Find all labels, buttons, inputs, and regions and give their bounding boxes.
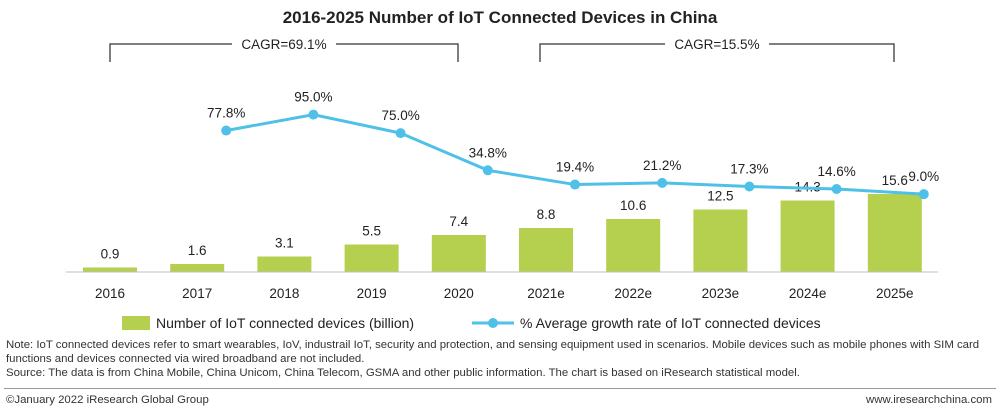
cagr-brackets: CAGR=69.1% CAGR=15.5% [109, 37, 895, 62]
cagr-bracket-1 [109, 43, 459, 62]
x-tick-2016: 2016 [95, 286, 125, 301]
x-tick-2019: 2019 [357, 286, 387, 301]
legend: Number of IoT connected devices (billion… [122, 315, 821, 331]
growth-point-2017 [221, 125, 232, 136]
legend-swatch-bars [122, 316, 150, 330]
x-tick-2020: 2020 [444, 286, 474, 301]
bar-label-2025e: 15.6 [882, 173, 908, 188]
bar-series [83, 194, 922, 272]
growth-label-2019: 75.0% [381, 108, 419, 123]
footer-copyright: ©January 2022 iResearch Global Group [6, 394, 209, 406]
notes-block: Note: IoT connected devices refer to sma… [6, 338, 991, 380]
cagr-label-1: CAGR=69.1% [241, 37, 326, 52]
x-tick-2025e: 2025e [876, 286, 914, 301]
bar-2023e [693, 209, 748, 272]
growth-rate-series [221, 109, 929, 200]
bar-2018 [257, 256, 312, 272]
x-tick-2017: 2017 [182, 286, 212, 301]
growth-label-2021e: 19.4% [556, 160, 594, 175]
cagr-label-2: CAGR=15.5% [674, 37, 759, 52]
x-tick-2024e: 2024e [789, 286, 827, 301]
x-tick-2023e: 2023e [702, 286, 740, 301]
bar-label-2019: 5.5 [362, 224, 381, 239]
x-tick-2022e: 2022e [614, 286, 652, 301]
growth-point-2019 [395, 128, 406, 139]
bar-2020 [431, 235, 486, 272]
bar-2024e [780, 200, 835, 272]
bar-label-2016: 0.9 [101, 247, 120, 262]
bar-label-2022e: 10.6 [620, 198, 646, 213]
growth-point-2023e [744, 181, 755, 192]
bar-2016 [83, 267, 137, 272]
legend-swatch-marker [488, 318, 498, 328]
growth-point-2020 [482, 165, 493, 176]
growth-label-2025e: 9.0% [908, 169, 939, 184]
growth-label-2022e: 21.2% [643, 158, 681, 173]
growth-point-2024e [831, 183, 842, 194]
growth-label-2023e: 17.3% [730, 161, 768, 176]
bar-2025e [867, 194, 922, 272]
x-tick-2021e: 2021e [527, 286, 565, 301]
bar-2019 [344, 244, 399, 272]
growth-label-2020: 34.8% [469, 145, 507, 160]
bar-2022e [606, 219, 661, 272]
footer-divider [4, 388, 996, 389]
growth-label-2018: 95.0% [294, 90, 332, 105]
source-text: Source: The data is from China Mobile, C… [6, 367, 800, 379]
legend-label-bars: Number of IoT connected devices (billion… [156, 315, 414, 331]
growth-point-2021e [570, 179, 580, 190]
bar-label-2023e: 12.5 [707, 189, 733, 204]
x-tick-labels: 2016 2017 2018 2019 2020 2021e 2022e 2023e 2024e… [95, 286, 914, 301]
growth-rate-labels: 77.8% 95.0% 75.0% 34.8% 19.4% 21.2% 17.3% 14.6%… [207, 90, 939, 185]
chart-title: 2016-2025 Number of IoT Connected Device… [283, 8, 718, 27]
legend-label-line: % Average growth rate of IoT connected d… [520, 315, 821, 331]
growth-label-2017: 77.8% [207, 106, 245, 121]
note-text: Note: IoT connected devices refer to sma… [6, 339, 980, 365]
growth-point-2018 [308, 109, 319, 120]
growth-label-2024e: 14.6% [817, 164, 855, 179]
bar-2017 [170, 264, 225, 272]
cagr-bracket-2 [539, 43, 895, 62]
iot-chart: 2016-2025 Number of IoT Connected Device… [66, 8, 939, 331]
bar-label-2018: 3.1 [275, 236, 294, 251]
footer-website: www.iresearchchina.com [866, 394, 992, 406]
bar-label-2021e: 8.8 [537, 207, 556, 222]
bar-label-2017: 1.6 [188, 243, 207, 258]
bar-label-2020: 7.4 [449, 214, 468, 229]
growth-point-2022e [657, 177, 668, 188]
x-tick-2018: 2018 [269, 286, 299, 301]
growth-point-2025e [918, 189, 929, 200]
bar-2021e [519, 228, 573, 272]
